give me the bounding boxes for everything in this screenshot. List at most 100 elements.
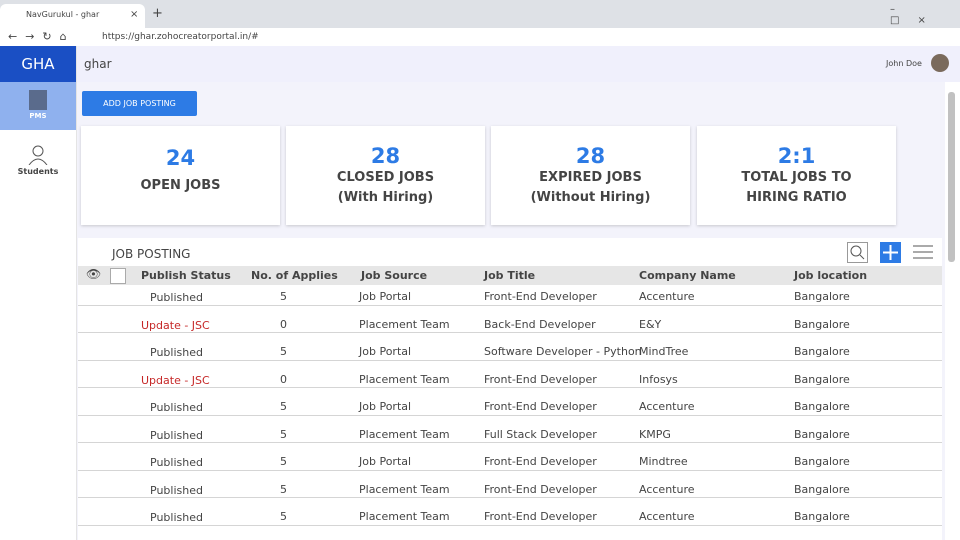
avatar[interactable] <box>930 53 950 73</box>
cell: Published <box>150 456 203 469</box>
cell: Placement Team <box>359 427 450 441</box>
stat-card: 24 OPEN JOBS <box>81 126 280 225</box>
column-header: Job Source <box>361 269 428 282</box>
logo[interactable]: GHA <box>0 46 76 82</box>
cell: Front-End Developer <box>484 372 597 386</box>
stat-label: CLOSED JOBS <box>336 170 435 185</box>
eye-icon[interactable]: 👁 <box>86 267 102 281</box>
table-tools[interactable] <box>847 242 933 264</box>
stat-value: 24 <box>165 146 196 170</box>
cell: 5 <box>280 345 287 358</box>
row-divider <box>78 387 942 388</box>
row-divider <box>78 524 942 526</box>
browser-tab[interactable]: NavGurukul - ghar × <box>0 4 145 28</box>
stat-value: 2:1 <box>777 144 816 168</box>
table-title: JOB POSTING <box>112 247 191 261</box>
header: ghar John Doe <box>77 46 960 82</box>
cell: 5 <box>280 290 287 303</box>
cell: Job Portal <box>359 290 412 303</box>
cell: Bangalore <box>794 455 850 468</box>
add-job-button[interactable]: ADD JOB POSTING <box>82 91 197 116</box>
table-panel: JOB POSTING <box>78 238 942 540</box>
cell: KMPG <box>639 427 671 441</box>
stat-label: (Without Hiring) <box>530 190 651 205</box>
nav-label: PMS <box>29 112 47 120</box>
cell: Software Developer - Python <box>484 345 642 358</box>
cell: Placement Team <box>359 510 450 523</box>
nav-pms[interactable]: PMS <box>0 82 76 130</box>
cell: Accenture <box>639 290 695 303</box>
stat-card: 28 CLOSED JOBS (With Hiring) <box>286 126 485 225</box>
cell: Bangalore <box>794 372 850 386</box>
column-header: Job location <box>794 269 868 282</box>
stat-label: TOTAL JOBS TO <box>741 170 852 185</box>
cell: Back-End Developer <box>484 317 596 331</box>
cell: Update - JSC <box>141 318 210 332</box>
cell: 0 <box>280 317 287 331</box>
cell: Published <box>150 511 203 524</box>
cell: Job Portal <box>359 400 412 413</box>
cell: Placement Team <box>359 317 450 331</box>
cell: 5 <box>280 455 287 468</box>
cell: Front-End Developer <box>484 455 597 468</box>
nav-students[interactable]: Students <box>0 145 76 176</box>
cell: 5 <box>280 482 287 496</box>
url[interactable]: https://ghar.zohocreatorportal.in/# <box>102 32 259 42</box>
cell: Published <box>150 401 203 414</box>
scrollbar[interactable] <box>948 92 955 262</box>
stat-label: OPEN JOBS <box>140 178 221 193</box>
cell: Published <box>150 428 203 442</box>
cell: Bangalore <box>794 510 850 523</box>
row-divider <box>78 442 942 443</box>
row-divider <box>78 469 942 471</box>
cell: Front-End Developer <box>484 510 597 523</box>
user-name[interactable]: John Doe <box>886 59 922 68</box>
cell: Mindtree <box>639 455 688 468</box>
cell: Bangalore <box>794 290 850 303</box>
nav-buttons[interactable]: ←→↻⌂ <box>8 30 75 43</box>
stat-label: HIRING RATIO <box>746 190 847 205</box>
nav-label: Students <box>17 167 59 176</box>
cell: 5 <box>280 427 287 441</box>
column-header: Job Title <box>484 269 536 282</box>
row-divider <box>78 332 942 333</box>
new-tab[interactable]: + <box>152 6 163 21</box>
tab-bar <box>0 0 960 28</box>
table-header <box>78 266 942 285</box>
stat-label: EXPIRED JOBS <box>539 170 642 185</box>
cell: Placement Team <box>359 372 450 386</box>
cell: Front-End Developer <box>484 400 597 413</box>
cell: Bangalore <box>794 482 850 496</box>
cell: Published <box>150 346 203 359</box>
address-bar: ←→↻⌂ https://ghar.zohocreatorportal.in/# <box>0 28 960 47</box>
stat-value: 28 <box>575 144 606 168</box>
cell: E&Y <box>639 317 662 331</box>
select-all[interactable] <box>110 268 126 284</box>
row-divider <box>78 359 942 361</box>
stat-card: 2:1 TOTAL JOBS TO HIRING RATIO <box>697 126 896 225</box>
column-header: Publish Status <box>141 269 231 282</box>
cell: Infosys <box>639 372 678 386</box>
row-divider <box>78 304 942 306</box>
stat-label: (With Hiring) <box>337 190 434 205</box>
cell: Bangalore <box>794 427 850 441</box>
cell: Accenture <box>639 400 695 413</box>
cell: Full Stack Developer <box>484 427 597 441</box>
row-divider <box>78 414 942 416</box>
stat-card: 28 EXPIRED JOBS (Without Hiring) <box>491 126 690 225</box>
tab-title: NavGurukul - ghar <box>26 10 100 19</box>
building-icon <box>29 90 47 110</box>
person-icon <box>28 145 48 166</box>
cell: Bangalore <box>794 317 850 331</box>
window-controls[interactable]: –□× <box>890 4 944 26</box>
cell: Job Portal <box>359 455 412 468</box>
cell: Bangalore <box>794 400 850 413</box>
cell: Accenture <box>639 482 695 496</box>
cell: Update - JSC <box>141 373 210 387</box>
cell: Placement Team <box>359 482 450 496</box>
cell: MindTree <box>639 345 689 358</box>
cell: Front-End Developer <box>484 290 597 303</box>
tab-close[interactable]: × <box>130 9 139 20</box>
app-title: ghar <box>84 57 112 71</box>
